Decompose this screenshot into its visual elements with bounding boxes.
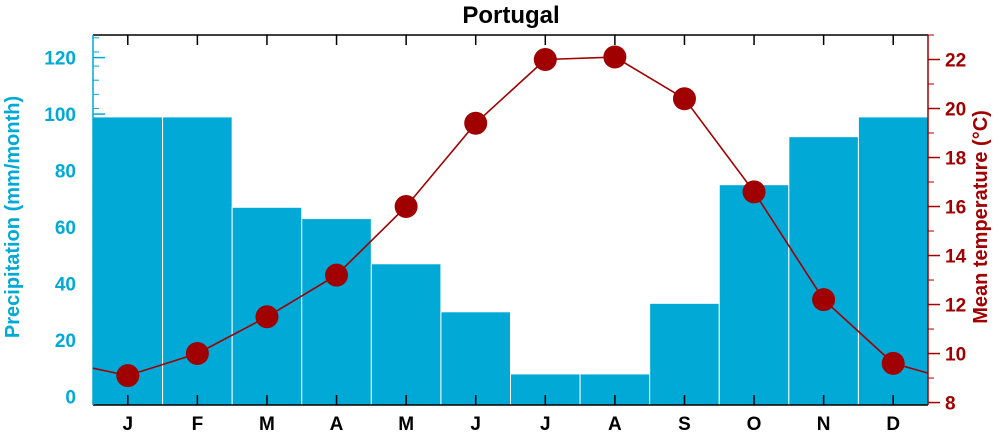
y-left-tick-label-3: 60 <box>55 218 76 239</box>
x-tick-label-0: J <box>123 414 134 434</box>
temperature-point-10 <box>812 288 836 312</box>
y-left-tick-label-5: 100 <box>44 105 76 126</box>
y-right-tick-label-3: 14 <box>945 247 967 268</box>
temperature-line <box>92 56 929 377</box>
y-right-tick-label-0: 8 <box>945 394 956 415</box>
temperature-point-7 <box>603 45 627 69</box>
plot-area: J F M A M J J A S O N D 0 20 40 60 80 100 120 8 10 12 14 16 18 20… <box>44 34 967 434</box>
temperature-point-0 <box>116 364 140 388</box>
temperature-point-2 <box>255 305 279 329</box>
x-tick-label-6: J <box>540 414 551 434</box>
temperature-point-6 <box>533 48 557 72</box>
x-tick-label-1: F <box>192 414 204 434</box>
y-right-tick-label-2: 12 <box>945 296 966 317</box>
precip-bar-8 <box>649 302 720 406</box>
x-tick-label-9: O <box>747 414 762 434</box>
x-tick-label-8: S <box>678 414 691 434</box>
temperature-point-4 <box>394 195 418 219</box>
x-tick-label-11: D <box>886 414 900 434</box>
y-axis-label-right: Mean temperature (°C) <box>970 110 992 324</box>
x-tick-label-10: N <box>817 414 831 434</box>
precip-bar-5 <box>440 311 511 406</box>
temperature-point-3 <box>325 263 349 287</box>
temperature-point-11 <box>881 351 905 375</box>
y-axis-label-left: Precipitation (mm/month) <box>2 96 24 338</box>
precip-bar-3 <box>301 218 372 406</box>
x-tick-label-2: M <box>259 414 275 434</box>
y-right-tick-label-4: 16 <box>945 198 966 219</box>
temperature-point-5 <box>464 111 488 135</box>
y-left-tick-label-0: 0 <box>65 388 76 409</box>
y-right-tick-label-6: 20 <box>945 100 966 121</box>
x-tick-label-7: A <box>608 414 622 434</box>
y-left-tick-label-2: 40 <box>55 275 76 296</box>
precip-bar-10 <box>788 136 859 406</box>
x-tick-label-3: A <box>330 414 344 434</box>
temperature-point-9 <box>742 180 766 204</box>
temperature-point-8 <box>672 87 696 111</box>
temperature-point-1 <box>185 342 209 366</box>
precip-bar-0 <box>92 116 164 406</box>
y-right-tick-label-7: 22 <box>945 51 966 72</box>
precip-bar-4 <box>370 263 442 406</box>
y-left-tick-label-4: 80 <box>55 162 76 183</box>
y-left-tick-label-6: 120 <box>44 49 76 70</box>
y-right-tick-label-1: 10 <box>945 345 966 366</box>
precip-bar-9 <box>718 184 790 406</box>
y-right-tick-label-5: 18 <box>945 149 966 170</box>
x-tick-label-4: M <box>398 414 414 434</box>
y-left-tick-label-1: 20 <box>55 331 76 352</box>
chart-title: Portugal <box>462 2 559 29</box>
x-tick-label-5: J <box>470 414 481 434</box>
